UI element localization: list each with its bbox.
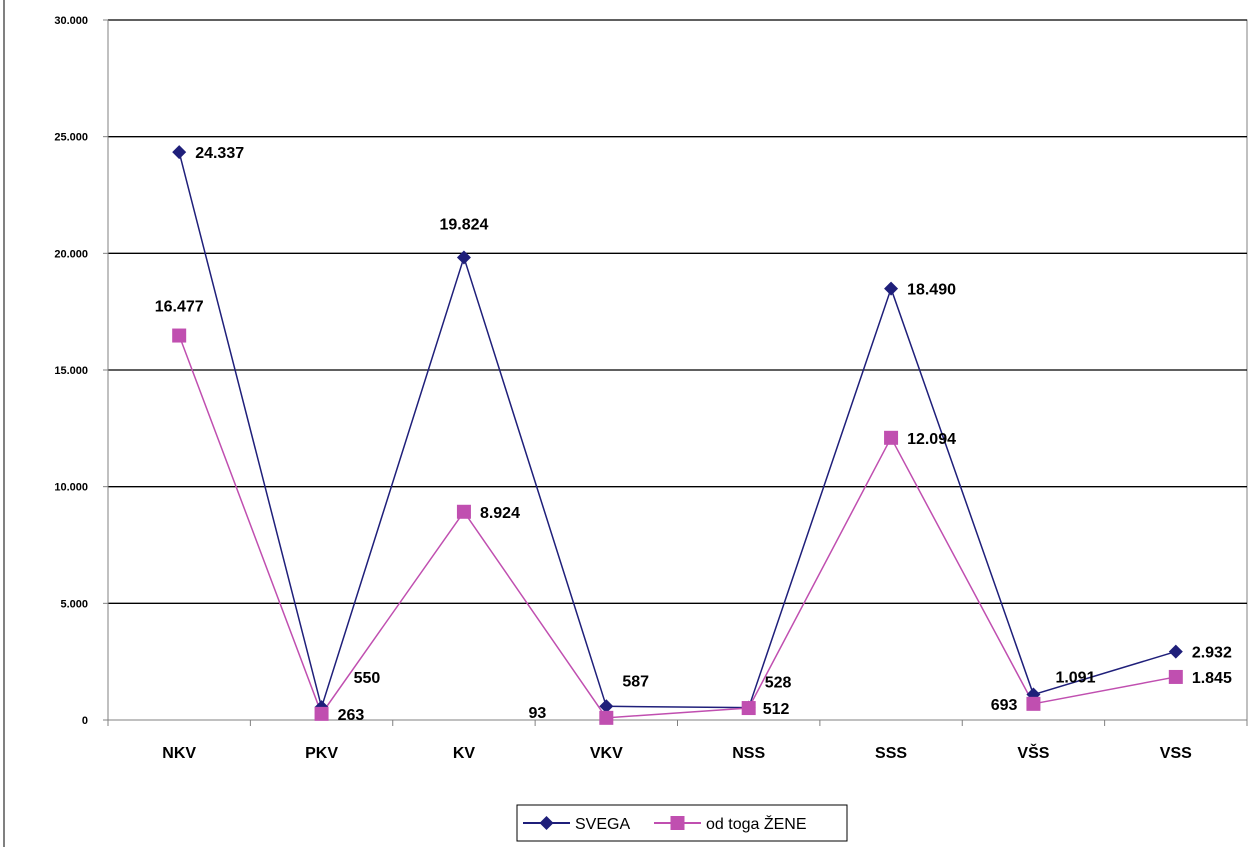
x-axis-ticks: NKV PKV KV VKV NSS SSS VŠS VSS (107, 720, 1248, 762)
x-tick-label: VŠS (1017, 743, 1049, 762)
data-label-svega: 1.091 (1055, 670, 1095, 687)
series-lines (178, 151, 1177, 719)
legend-label-zene: od toga ŽENE (706, 814, 807, 833)
data-label-zene: 8.924 (480, 505, 520, 522)
x-tick-label: NKV (162, 745, 196, 762)
data-point-zene (599, 710, 614, 725)
data-label-svega: 587 (622, 673, 649, 690)
series-line-svega (178, 151, 1177, 710)
data-point-zene (1168, 669, 1183, 684)
x-tick-label: SSS (875, 745, 907, 762)
y-tick-label: 25.000 (54, 132, 88, 144)
data-label-zene: 1.845 (1192, 670, 1232, 687)
data-point-zene (456, 504, 471, 519)
gridlines (108, 19, 1247, 604)
data-point-svega (172, 145, 187, 160)
legend-swatch-zene-marker (670, 816, 685, 830)
data-label-svega: 528 (765, 675, 792, 692)
data-label-svega: 550 (354, 670, 381, 687)
y-axis-ticks: 0 5.000 10.000 15.000 20.000 25.000 30.000 (54, 15, 108, 727)
data-label-zene: 16.477 (155, 299, 204, 316)
data-label-zene: 12.094 (907, 431, 956, 448)
y-tick-label: 30.000 (54, 15, 88, 27)
legend: SVEGA od toga ŽENE (516, 804, 848, 842)
x-tick-label: KV (453, 745, 476, 762)
y-tick-label: 0 (82, 715, 88, 727)
data-point-svega (884, 281, 899, 296)
data-label-zene: 263 (338, 707, 365, 724)
data-label-svega: 2.932 (1192, 645, 1232, 662)
data-label-zene: 693 (991, 697, 1018, 714)
data-point-zene (314, 706, 329, 721)
y-tick-label: 10.000 (54, 482, 88, 494)
data-point-zene (1026, 696, 1041, 711)
data-label-svega: 18.490 (907, 282, 956, 299)
series-markers (172, 145, 1183, 725)
data-point-svega (456, 250, 471, 265)
legend-swatch-svega-marker (539, 816, 554, 830)
legend-label-svega: SVEGA (575, 816, 630, 833)
data-label-svega: 19.824 (439, 216, 488, 233)
data-point-zene (884, 430, 899, 445)
x-tick-label: VKV (590, 745, 623, 762)
data-label-svega: 24.337 (195, 145, 244, 162)
series-line-zene (178, 335, 1176, 719)
data-label-zene: 512 (763, 701, 790, 718)
y-tick-label: 20.000 (54, 248, 88, 260)
data-point-svega (1168, 644, 1183, 659)
data-point-zene (172, 328, 187, 343)
data-labels: 24.337 550 19.824 587 528 18.490 1.091 2.932 16.… (155, 145, 1232, 724)
x-tick-label: VSS (1160, 745, 1192, 762)
y-tick-label: 15.000 (54, 365, 88, 377)
data-point-svega (599, 699, 614, 714)
x-tick-label: PKV (305, 745, 338, 762)
data-point-zene (741, 701, 756, 716)
x-tick-label: NSS (732, 745, 765, 762)
data-label-zene: 93 (529, 705, 547, 722)
y-tick-label: 5.000 (60, 598, 88, 610)
